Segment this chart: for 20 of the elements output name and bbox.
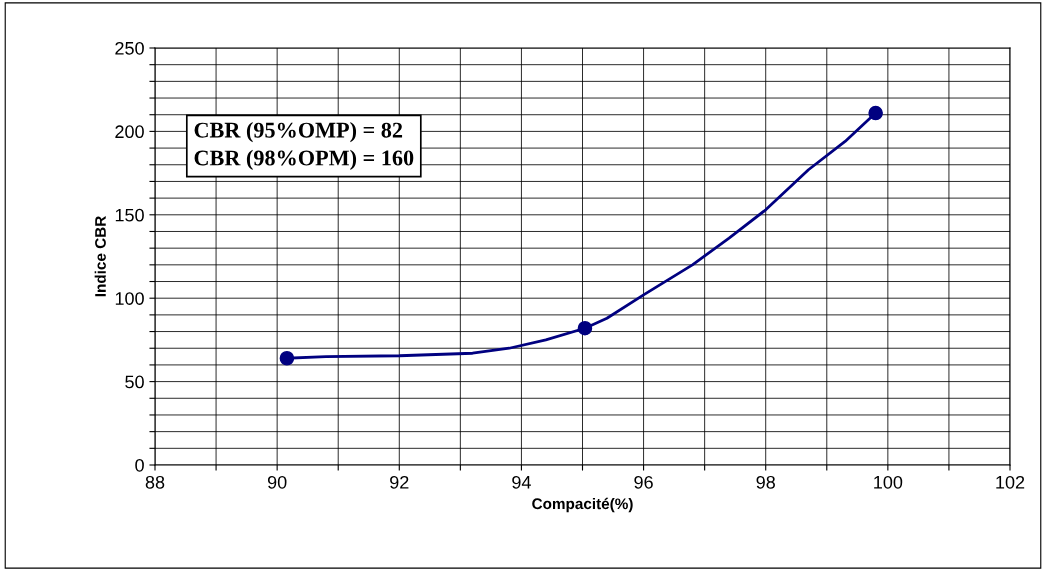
point — [868, 105, 883, 121]
x-tick-label: 96 — [634, 475, 653, 489]
y-tick-label: 150 — [115, 208, 144, 222]
y-tick-label: 250 — [115, 41, 144, 55]
y-tick-label: 200 — [115, 125, 144, 139]
x-tick-label: 94 — [512, 475, 531, 489]
x-tick-label: 88 — [145, 475, 165, 489]
annotation: CBR (95%OMP) = 82 CBR (98%OPM) = 160 — [194, 121, 414, 170]
y-tick-label: 0 — [135, 458, 144, 472]
y-axis-title: Indice CBR — [94, 216, 106, 297]
y-tick-label: 50 — [125, 375, 144, 389]
x-tick-label: 90 — [267, 475, 287, 489]
x-tick-label: 102 — [996, 475, 1025, 489]
x-tick-label: 100 — [874, 475, 903, 489]
y-tick-label: 100 — [115, 292, 144, 305]
x-axis-title: Compacité(%) — [532, 497, 633, 513]
x-tick-label: 98 — [756, 475, 775, 489]
x-tick-label: 92 — [390, 475, 409, 489]
point — [577, 320, 593, 336]
point — [279, 350, 295, 366]
